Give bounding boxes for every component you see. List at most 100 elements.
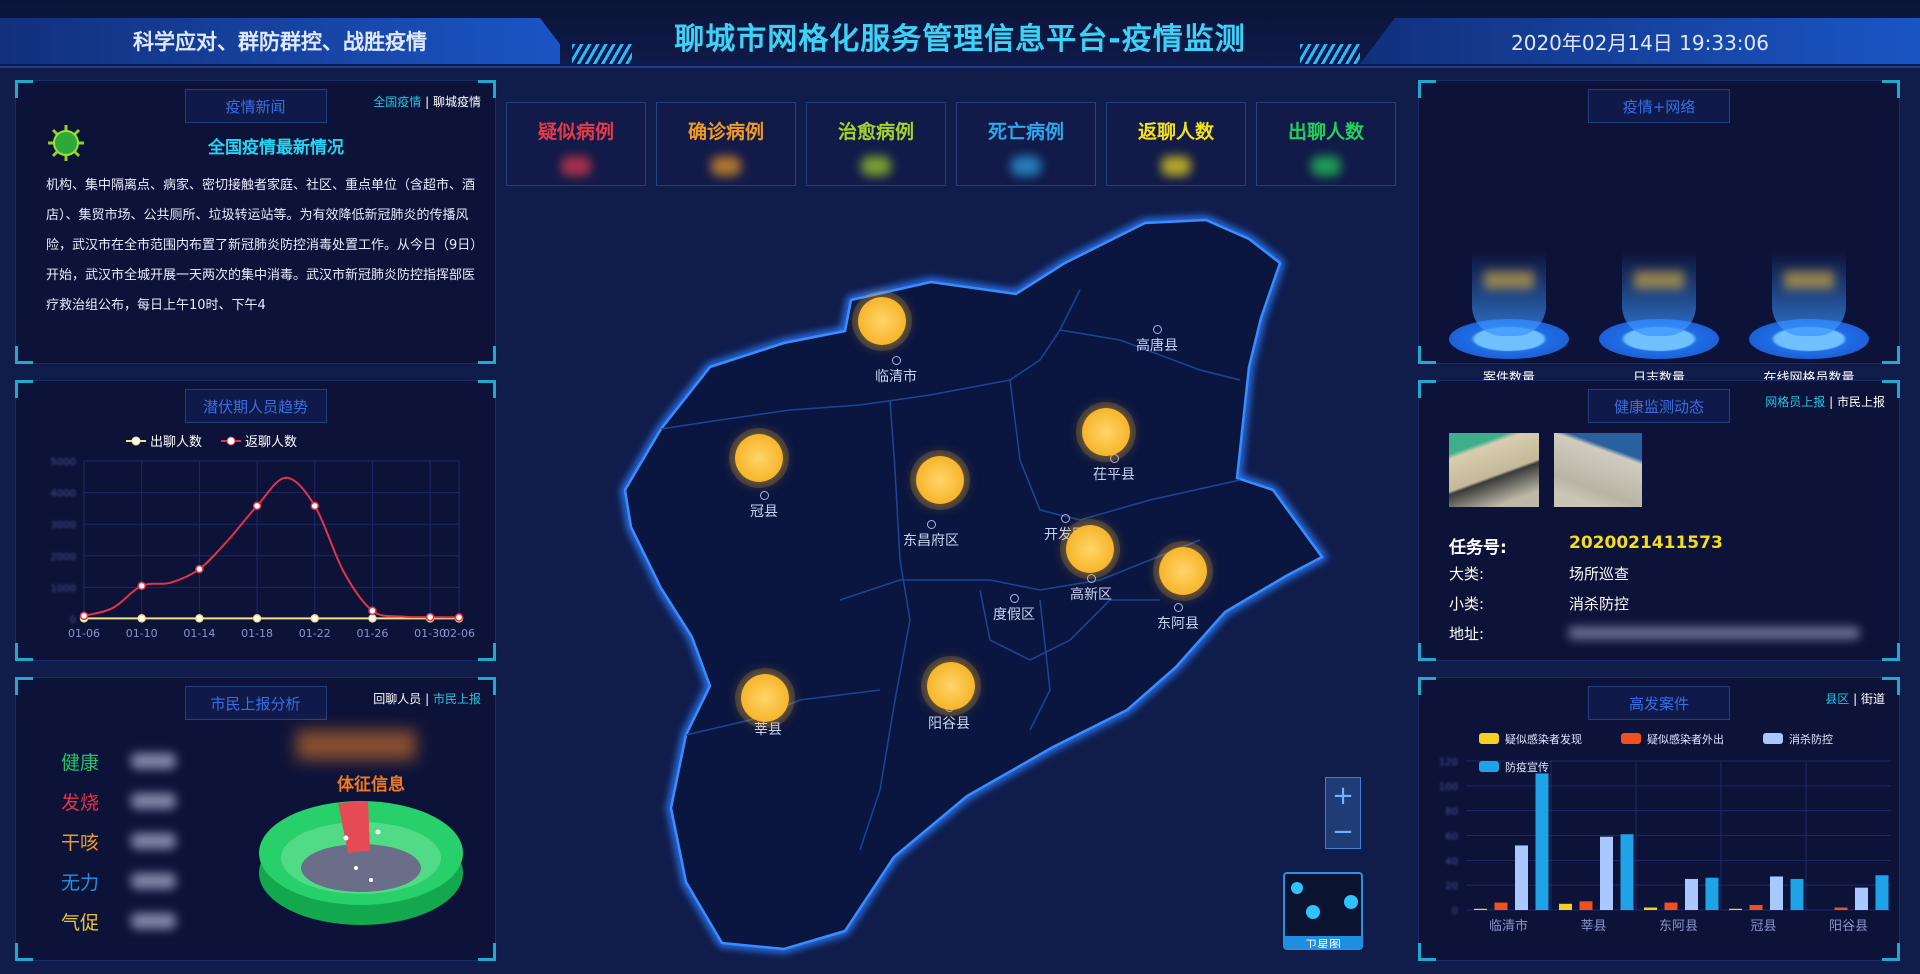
zoom-in-button[interactable]: + [1332,781,1354,811]
legend-swatch [1479,733,1499,744]
stat-card[interactable]: 返聊人数 [1106,102,1246,186]
tab-citizen-report[interactable]: 市民上报 [1836,395,1885,409]
place-label[interactable]: 高新区 [1070,574,1112,604]
tab-returnees[interactable]: 回聊人员 [373,692,422,706]
satellite-thumbnail [1291,882,1358,919]
stat-value-blurred [1161,156,1191,176]
place-label[interactable]: 度假区 [993,594,1035,624]
stat-label: 确诊病例 [687,121,764,143]
bar [1579,901,1593,910]
page-title: 聊城市网格化服务管理信息平台-疫情监测 [674,22,1246,57]
sign-label: 体征信息 [337,775,405,795]
place-label[interactable]: 莘县 [754,709,782,739]
trend-line-chart: 0 1000 2000 3000 4000 5000 01-06 01-10 01-14 01-1… [51,435,475,640]
category-label: 大类: [1449,565,1485,583]
category-value: 场所巡查 [1569,565,1630,583]
tab-liaocheng[interactable]: 聊城疫情 [432,95,481,109]
symptom-label: 干咳 [61,832,100,854]
map-marker[interactable] [735,434,783,482]
grid-stat: 案件数量 [1444,231,1574,386]
bar [1535,773,1549,910]
x-tick-label: 冠县 [1750,919,1776,934]
place-label[interactable]: 冠县 [750,491,778,521]
grid-stat: 在线网格员数量 [1744,231,1874,386]
light-beam [1472,251,1546,336]
tab-national[interactable]: 全国疫情 [373,95,422,109]
map-marker[interactable] [916,456,964,504]
legend-swatch [1621,733,1641,744]
task-number: 2020021411573 [1569,533,1723,553]
tab-county[interactable]: 县区 [1825,692,1850,706]
place-label[interactable]: 东昌府区 [903,520,959,550]
map-marker[interactable] [927,662,975,710]
x-tick-label: 01-26 [356,627,388,640]
zoom-out-button[interactable]: − [1332,817,1354,847]
place-label[interactable]: 茌平县 [1093,454,1135,484]
bar [1729,908,1742,910]
bar [1834,907,1848,910]
data-point [310,614,320,623]
x-tick-label: 01-10 [126,627,158,640]
legend-swatch [1763,733,1783,744]
place-label[interactable]: 东阿县 [1157,603,1199,633]
data-point [252,501,262,511]
map-marker[interactable] [858,297,906,345]
map-marker[interactable] [1066,525,1114,573]
news-body: 机构、集中隔离点、病家、密切接触者家庭、社区、重点单位（含超市、酒店）、集贸市场… [46,178,484,313]
bar [1770,876,1783,910]
news-panel: 疫情新闻 全国疫情 | 聊城疫情 全国疫情最新情况 机构、集中隔离点、病家、密切… [15,80,496,364]
stat-label: 治愈病例 [837,121,914,143]
stat-card[interactable]: 治愈病例 [806,102,946,186]
layer-switch-button[interactable]: 卫星图 [1283,872,1363,950]
map-marker[interactable] [1159,547,1207,595]
tab-citizen-report[interactable]: 市民上报 [432,692,481,706]
legend-marker [131,436,141,446]
grid-panel: 疫情+网络 案件数量 日志数量 在线网格员数量 [1418,80,1900,386]
health-panel: 健康监测动态 网格员上报 | 市民上报 任务号: 2020021411573 大类… [1418,380,1900,661]
news-title: 疫情新闻 [184,89,327,123]
bar [1875,875,1889,910]
data-point [310,501,320,511]
trend-title: 潜伏期人员趋势 [184,389,327,423]
stat-label: 死亡病例 [987,121,1064,143]
stat-card[interactable]: 出聊人数 [1256,102,1396,186]
y-tick-label: 60 [1445,832,1458,843]
y-tick-label: 80 [1445,807,1458,818]
subcategory-label: 小类: [1449,595,1485,613]
symptom-label: 气促 [61,912,100,934]
stat-label: 疑似病例 [537,121,614,143]
place-label[interactable]: 高唐县 [1136,325,1178,355]
photo-thumbnail[interactable] [1554,433,1642,507]
y-tick-label: 0 [1452,906,1458,917]
x-tick-label: 01-22 [299,627,331,640]
symptom-count-blurred [131,793,176,809]
stat-value-blurred [711,156,741,176]
legend-label: 防疫宣传 [1505,760,1549,774]
stat-card[interactable]: 死亡病例 [956,102,1096,186]
news-headline: 全国疫情最新情况 [208,138,344,158]
bar [1664,902,1678,910]
symptom-count-blurred [131,873,176,889]
stat-value-blurred [1011,156,1041,176]
map-marker[interactable] [741,674,789,722]
data-point [79,611,89,621]
y-tick-label: 2000 [51,552,76,563]
place-label[interactable]: 临清市 [875,356,917,386]
stat-card[interactable]: 确诊病例 [656,102,796,186]
stat-card[interactable]: 疑似病例 [506,102,646,186]
bar [1644,907,1657,910]
photo-thumbnail[interactable] [1449,433,1539,507]
map-marker[interactable] [1082,408,1130,456]
grid-stat-value-blurred [1484,271,1534,289]
bar [1705,877,1719,910]
y-tick-label: 5000 [51,457,76,468]
citizen-panel: 市民上报分析 回聊人员 | 市民上报 健康 发烧 干咳 无力 气促 体征信息 [15,677,496,961]
tab-street[interactable]: 街道 [1860,692,1885,706]
tab-gridworker-report[interactable]: 网格员上报 [1765,395,1826,409]
data-point [195,564,204,574]
data-point [195,614,204,623]
symptom-label: 无力 [61,872,100,894]
place-label[interactable]: 阳谷县 [928,703,970,733]
bar [1620,834,1634,910]
